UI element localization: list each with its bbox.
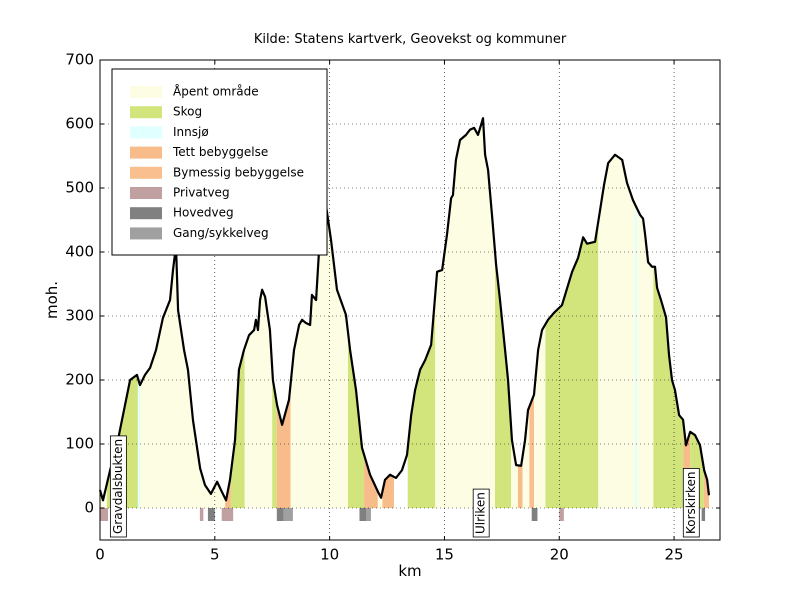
legend-label: Bymessig bebyggelse [173,165,304,179]
land-cover-segment [494,250,512,508]
y-tick-label: 100 [65,435,94,453]
annotation-box [682,468,700,538]
road-segment [359,508,367,521]
legend-label: Privatveg [173,186,230,200]
land-cover-segment [635,204,638,509]
road-segment [207,508,215,521]
legend-label: Skog [173,105,202,119]
road-segment [221,508,234,521]
x-axis-label: km [398,562,421,580]
legend-swatch [130,86,162,98]
legend-label: Tett bebyggelse [172,145,268,159]
y-tick-label: 500 [65,179,94,197]
elevation-line [98,117,711,502]
road-segment [100,508,109,521]
land-cover-segment [407,294,436,508]
annotation-box [109,435,127,538]
y-tick-label: 200 [65,371,94,389]
annotation: Gravdalsbukten [111,439,125,534]
road-segment [531,508,538,521]
x-tick-label: 0 [95,546,105,564]
legend-label: Hovedveg [173,206,234,220]
land-cover-segment [653,266,684,508]
road-segment [276,508,284,521]
road-segment [701,508,706,521]
land-cover-segment [276,383,291,508]
land-cover-segment [598,154,636,508]
road-segment [199,508,204,521]
annotation: Korskirken [684,471,698,534]
legend-swatch [130,146,162,159]
x-tick-label: 20 [550,546,569,564]
land-cover-segment [637,209,654,508]
x-tick-label: 5 [210,546,220,564]
y-tick-label: 300 [65,307,94,325]
y-tick-label: 400 [65,243,94,261]
land-cover-segment [100,483,107,508]
land-cover-segment [545,221,599,508]
legend: Åpent område Skog Innsjø Tett bebyggelse Bym… [111,68,328,256]
y-axis-label: moh. [43,281,61,319]
y-tick-label: 600 [65,115,94,133]
road-segment [559,508,564,521]
land-cover-segment [703,468,709,508]
land-cover-segment [137,378,141,508]
legend-swatch [130,207,162,220]
legend-swatch [130,166,162,179]
annotation-box [472,488,490,538]
x-tick-label: 15 [435,546,454,564]
legend-label: Gang/sykkelveg [173,226,269,240]
y-tick-label: 0 [84,499,94,517]
legend-swatch [130,106,162,119]
land-cover-segment [230,347,245,508]
land-cover-segment [348,332,365,508]
land-cover-segment [140,245,226,508]
y-tick-label: 700 [65,51,94,69]
plot: 0 5 10 15 20 25 0 100 200 300 400 500 600 700 Gravdals… [65,51,711,564]
plot-frame [99,59,721,541]
legend-label: Innsjø [173,125,209,139]
road-segment [366,508,371,521]
chart-title: Kilde: Statens kartverk, Geovekst og kom… [254,32,567,47]
annotation: Ulriken [474,492,488,534]
legend-box [111,68,328,256]
land-cover-segment [522,406,530,508]
land-cover-segment [244,289,273,508]
land-cover-segment [529,394,534,508]
land-cover-segment [517,456,523,508]
legend-label: Åpent område [173,84,259,99]
legend-swatch [130,126,162,139]
land-cover-segment [290,205,348,508]
legend-swatch [130,187,162,199]
legend-swatch [130,227,162,240]
road-segment [283,508,293,521]
x-tick-label: 25 [665,546,684,564]
x-tick-label: 10 [320,546,339,564]
